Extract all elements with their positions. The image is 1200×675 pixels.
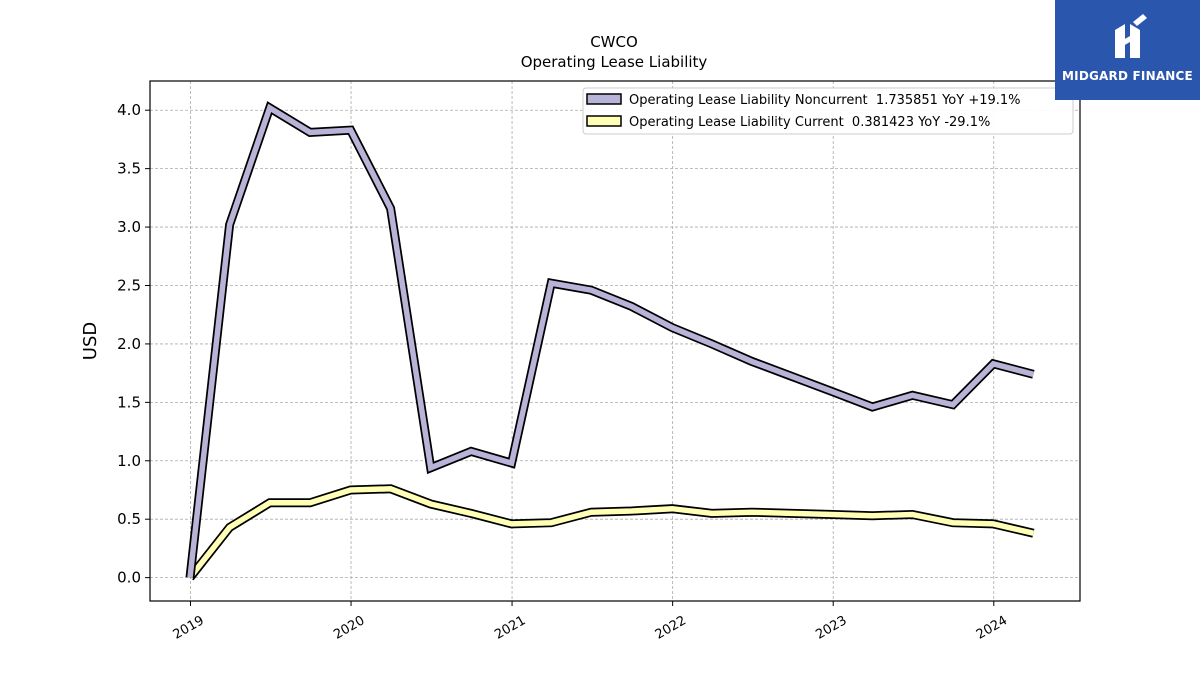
x-tick-label: 2019 [171, 613, 207, 643]
grid-lines [150, 81, 1080, 601]
series-layer [185, 101, 1035, 581]
y-tick-label: 4.0 [117, 101, 141, 119]
legend-box [582, 87, 1074, 135]
chart-title: CWCO [590, 33, 638, 51]
y-tick-label: 2.0 [117, 335, 141, 353]
series-line-0 [187, 103, 1035, 578]
x-tick-label: 2023 [813, 613, 849, 643]
y-axis-label: USD [80, 322, 101, 360]
brand-logo: MIDGARD FINANCE [1055, 0, 1200, 100]
legend-swatch-noncurrent [586, 93, 622, 105]
x-axis-ticks: 2019 2020 2021 2022 2023 2024 [171, 601, 1010, 643]
y-tick-label: 2.5 [117, 276, 141, 294]
y-tick-label: 1.0 [117, 452, 141, 470]
chart-subtitle: Operating Lease Liability [521, 53, 708, 71]
y-tick-label: 1.5 [117, 393, 141, 411]
y-tick-label: 0.5 [117, 510, 141, 528]
x-tick-label: 2022 [653, 613, 689, 643]
y-axis-ticks: 0.0 0.5 1.0 1.5 2.0 2.5 3.0 3.5 4.0 [117, 101, 150, 587]
legend: Operating Lease Liability Noncurrent 1.7… [582, 87, 1074, 135]
y-tick-label: 3.0 [117, 218, 141, 236]
x-tick-label: 2020 [331, 613, 367, 643]
legend-label-current: Operating Lease Liability Current 0.3814… [629, 115, 990, 130]
y-tick-label: 3.5 [117, 160, 141, 178]
y-tick-label: 0.0 [117, 569, 141, 587]
legend-label-noncurrent: Operating Lease Liability Noncurrent 1.7… [629, 93, 1021, 108]
midgard-logo-icon [1115, 14, 1147, 58]
brand-name: MIDGARD FINANCE [1062, 69, 1193, 83]
legend-swatch-current [586, 115, 622, 127]
x-tick-label: 2021 [492, 613, 528, 643]
x-tick-label: 2024 [974, 613, 1010, 643]
series-line-1 [187, 486, 1035, 580]
plot-frame [149, 80, 1081, 602]
